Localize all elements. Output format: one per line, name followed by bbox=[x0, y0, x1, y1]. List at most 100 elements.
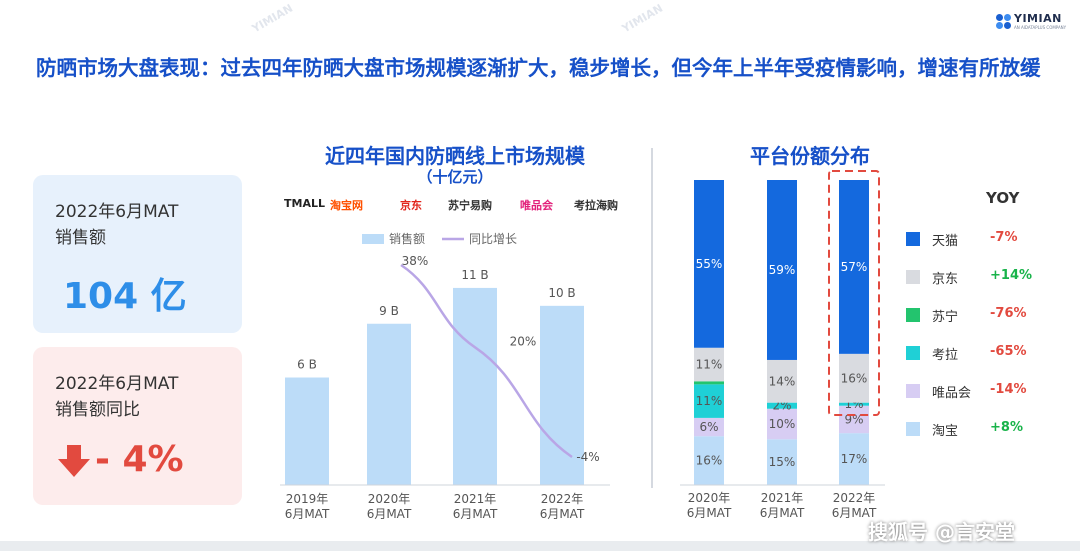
legend-label: 苏宁 bbox=[932, 310, 959, 325]
segment-label: 16% bbox=[696, 454, 723, 468]
legend-label: 考拉 bbox=[932, 348, 959, 363]
legend-yoy-value: -76% bbox=[990, 306, 1027, 321]
bar-1 bbox=[367, 323, 411, 485]
brand-logo: YIMIAN AN AIDATAPLUS COMPANY bbox=[996, 12, 1066, 34]
legend-yoy-value: +14% bbox=[990, 268, 1033, 283]
x-tick-label-line: 6月MAT bbox=[367, 507, 412, 521]
legend-yoy-value: -14% bbox=[990, 382, 1027, 397]
legend-yoy-value: +8% bbox=[990, 420, 1023, 435]
x-tick-label-line: 2022年 bbox=[541, 492, 584, 506]
kaola-logo: 考拉海购 bbox=[574, 199, 618, 212]
highlight-rect bbox=[828, 170, 880, 416]
chart-legend: 销售额 同比增长 bbox=[362, 231, 517, 246]
legend-swatch bbox=[906, 422, 920, 436]
line-series-growth: 38% 20% -4% bbox=[400, 254, 600, 464]
x-tick-label: 2020年 6月MAT bbox=[687, 491, 732, 520]
legend-swatch bbox=[906, 308, 920, 322]
x-tick-label: 2021年 6月MAT bbox=[760, 491, 805, 520]
x-tick-label-line: 6月MAT bbox=[832, 506, 877, 520]
x-tick-label-line: 2022年 bbox=[833, 491, 876, 505]
x-tick-label-line: 2020年 bbox=[688, 491, 731, 505]
bar-value-label: 6 B bbox=[297, 358, 317, 372]
legend-label-growth: 同比增长 bbox=[469, 232, 517, 246]
watermark-text: YIMIAN bbox=[249, 1, 296, 36]
legend-swatch bbox=[906, 270, 920, 284]
platform-share-chart: 16%6%11%11%55%15%10%2%14%59%17%9%1%16%57… bbox=[680, 170, 885, 520]
page-headline: 防晒市场大盘表现：过去四年防晒大盘市场规模逐渐扩大，稳步增长，但今年上半年受疫情… bbox=[36, 56, 1041, 80]
taobao-logo: 淘宝网 bbox=[330, 199, 363, 212]
kpi-card-yoy: 2022年6月MAT 销售额同比 - 4% bbox=[33, 347, 242, 505]
segment-label: 15% bbox=[769, 455, 796, 469]
stacked-bar-series: 16%6%11%11%55%15%10%2%14%59%17%9%1%16%57… bbox=[694, 180, 869, 485]
legend-swatch bbox=[906, 384, 920, 398]
x-tick-label-line: 6月MAT bbox=[285, 507, 330, 521]
platform-share-chart-title: 平台份额分布 bbox=[750, 144, 870, 168]
segment-唯品会 bbox=[767, 408, 797, 440]
yimian-logo-icon bbox=[996, 14, 1012, 30]
x-tick-label-line: 2021年 bbox=[761, 491, 804, 505]
segment-天猫 bbox=[767, 180, 797, 360]
brand-tagline: AN AIDATAPLUS COMPANY bbox=[1014, 25, 1067, 30]
kpi-label-line2: 销售额 bbox=[55, 228, 106, 248]
market-size-chart-subtitle: （十亿元） bbox=[417, 168, 493, 186]
segment-考拉 bbox=[839, 402, 869, 406]
legend-swatch bbox=[906, 346, 920, 360]
source-watermark: 搜狐号 @言安堂 bbox=[868, 520, 1015, 544]
down-arrow-icon bbox=[58, 445, 90, 477]
yoy-header: YOY bbox=[986, 189, 1020, 207]
vip-logo: 唯品会 bbox=[520, 199, 553, 212]
segment-label: 59% bbox=[769, 263, 796, 277]
kpi-label-line1: 2022年6月MAT bbox=[55, 202, 179, 222]
bar-value-label: 10 B bbox=[548, 286, 575, 300]
bar-2 bbox=[453, 287, 497, 485]
platform-logos: TMALL 淘宝网 京东 苏宁易购 唯品会 考拉海购 bbox=[282, 197, 642, 219]
kpi-value: - 4% bbox=[95, 439, 184, 480]
growth-line bbox=[400, 263, 573, 459]
brand-name: YIMIAN bbox=[1014, 12, 1062, 25]
jd-logo: 京东 bbox=[400, 199, 422, 212]
segment-京东 bbox=[839, 353, 869, 403]
segment-label: 16% bbox=[841, 371, 868, 385]
market-size-chart-title: 近四年国内防晒线上市场规模 bbox=[325, 144, 585, 168]
segment-淘宝 bbox=[694, 436, 724, 485]
segment-淘宝 bbox=[839, 433, 869, 485]
growth-value-label: 20% bbox=[510, 334, 537, 348]
segment-label: 10% bbox=[769, 417, 796, 431]
market-size-chart: 销售额 同比增长 6 B9 B11 B10 B 38%20%-4% 2019年 6月… bbox=[280, 231, 610, 521]
chart-divider bbox=[651, 148, 653, 488]
legend-label: 天猫 bbox=[932, 234, 959, 249]
segment-考拉 bbox=[694, 384, 724, 418]
x-tick-label-line: 2021年 bbox=[454, 492, 497, 506]
x-tick-label-line: 2020年 bbox=[368, 492, 411, 506]
legend-swatch-sales bbox=[362, 234, 384, 244]
segment-label: 57% bbox=[841, 260, 868, 274]
kpi-label-line1: 2022年6月MAT bbox=[55, 374, 179, 394]
growth-value-label: 38% bbox=[402, 254, 429, 268]
bar-3 bbox=[540, 305, 584, 485]
legend-label-sales: 销售额 bbox=[389, 231, 425, 246]
segment-唯品会 bbox=[839, 405, 869, 434]
segment-label: 17% bbox=[841, 452, 868, 466]
x-tick-label-line: 6月MAT bbox=[540, 507, 585, 521]
segment-唯品会 bbox=[694, 417, 724, 437]
segment-label: 11% bbox=[696, 394, 723, 408]
x-tick-label: 2022年 6月MAT bbox=[832, 491, 877, 520]
tmall-logo: TMALL bbox=[284, 197, 325, 210]
kpi-label-line2: 销售额同比 bbox=[55, 400, 140, 420]
x-tick-label-line: 6月MAT bbox=[453, 507, 498, 521]
segment-天猫 bbox=[694, 180, 724, 348]
kpi-card-sales: 2022年6月MAT 销售额 104 亿 bbox=[33, 175, 242, 333]
x-tick-label-line: 6月MAT bbox=[687, 506, 732, 520]
bar-value-label: 9 B bbox=[379, 304, 399, 318]
x-tick-label: 2019年 6月MAT bbox=[285, 492, 330, 521]
segment-label: 55% bbox=[696, 257, 723, 271]
legend-yoy-value: -65% bbox=[990, 344, 1027, 359]
segment-苏宁 bbox=[694, 381, 724, 385]
legend-label: 京东 bbox=[932, 272, 959, 287]
bar-0 bbox=[285, 377, 329, 485]
bar-value-label: 11 B bbox=[461, 268, 488, 282]
segment-京东 bbox=[767, 359, 797, 403]
legend-yoy-value: -7% bbox=[990, 230, 1018, 245]
